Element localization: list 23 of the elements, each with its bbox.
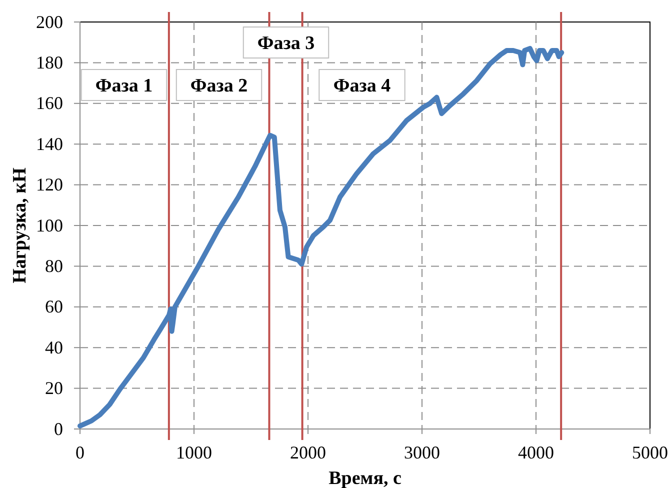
annotation: Фаза 2 [190, 76, 248, 97]
annotation: Фаза 1 [95, 76, 153, 97]
x-axis-title: Время, с [328, 468, 402, 488]
y-tick-label: 160 [36, 93, 63, 114]
y-axis-title: Нагрузка, кН [10, 167, 31, 284]
y-tick-label: 80 [45, 256, 63, 276]
annotation: Фаза 3 [257, 33, 315, 54]
annotation: Фаза 4 [333, 76, 392, 97]
x-tick-label: 4000 [518, 442, 554, 462]
y-tick-label: 200 [36, 12, 63, 32]
y-tick-label: 100 [36, 215, 63, 236]
x-tick-label: 5000 [632, 442, 668, 462]
y-tick-label: 60 [45, 296, 63, 317]
x-tick-label: 0 [76, 442, 84, 462]
y-tick-label: 120 [36, 174, 63, 195]
y-tick-label: 0 [54, 418, 63, 439]
x-tick-label: 3000 [404, 442, 440, 462]
x-tick-label: 2000 [290, 442, 326, 462]
y-tick-label: 20 [45, 378, 63, 398]
y-tick-label: 40 [45, 337, 63, 358]
y-tick-label: 140 [36, 134, 63, 154]
x-tick-label: 1000 [176, 442, 212, 462]
y-tick-label: 180 [36, 52, 63, 72]
